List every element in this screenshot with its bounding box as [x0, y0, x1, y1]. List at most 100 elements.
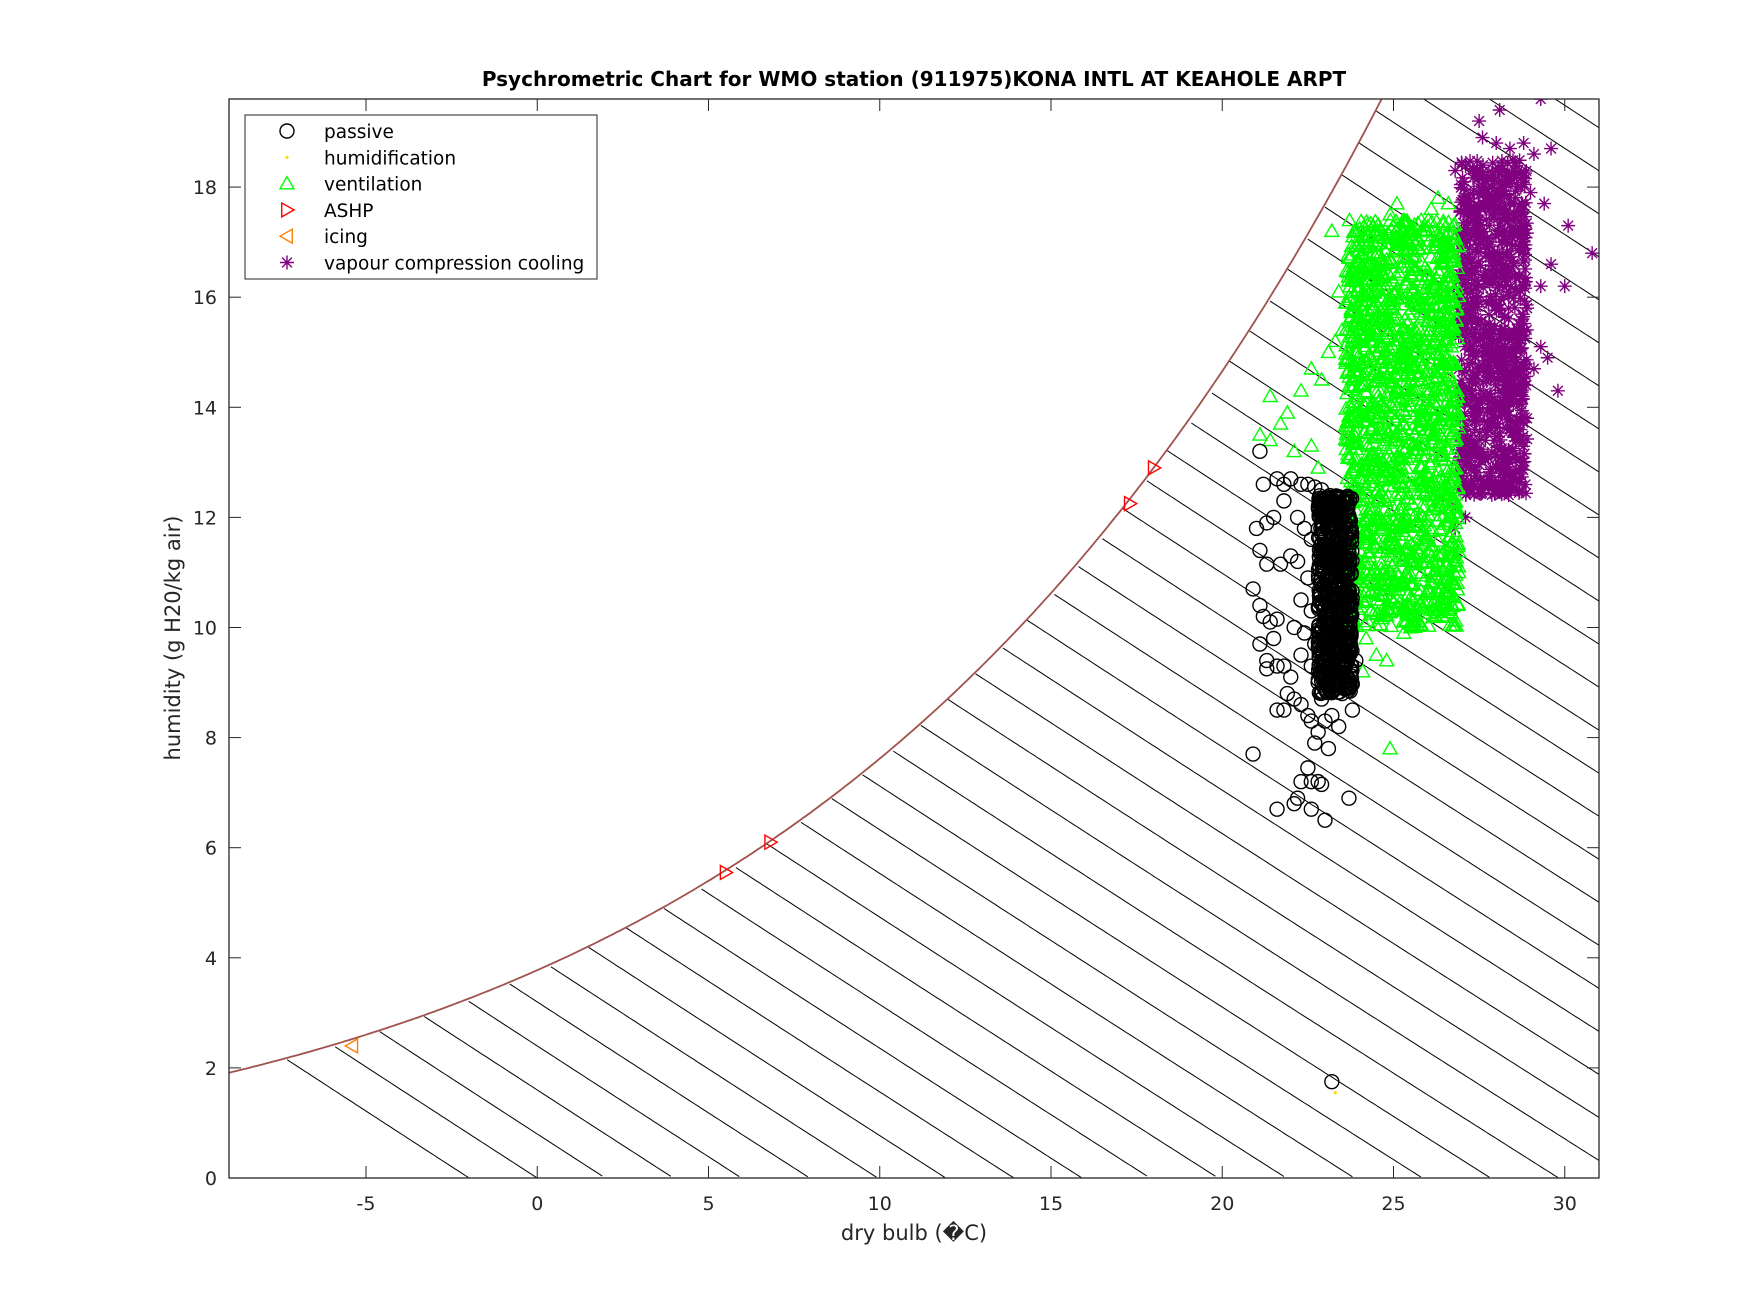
ventilation-point — [1415, 330, 1433, 346]
vapour-compression-cooling-point — [1491, 348, 1506, 363]
vapour-compression-cooling-point — [1463, 347, 1478, 362]
ventilation-point — [1371, 372, 1388, 387]
ventilation-point — [1444, 616, 1461, 632]
ventilation-point — [1368, 483, 1385, 498]
vapour-compression-cooling-point — [1520, 301, 1535, 316]
ventilation-point — [1430, 493, 1447, 509]
enthalpy-line — [379, 1031, 603, 1177]
vapour-compression-cooling-point — [1501, 488, 1516, 503]
series-vapour-compression-cooling — [1448, 99, 1599, 536]
legend-label: ASHP — [324, 201, 373, 222]
ventilation-point — [1406, 444, 1423, 460]
vapour-compression-cooling-point — [1501, 373, 1516, 388]
vapour-compression-cooling-point — [1501, 311, 1516, 326]
vapour-compression-cooling-point — [1486, 396, 1501, 411]
enthalpy-line — [701, 888, 1148, 1177]
ventilation-point — [1450, 237, 1467, 252]
vapour-compression-cooling-point — [1473, 217, 1488, 232]
vapour-compression-cooling-point — [1488, 187, 1503, 202]
ventilation-point — [1330, 283, 1347, 298]
vapour-compression-cooling-point — [1471, 187, 1486, 202]
ventilation-point — [1361, 500, 1378, 515]
vapour-compression-cooling-point — [1481, 480, 1496, 495]
vapour-compression-cooling-point — [1493, 292, 1508, 307]
vapour-compression-cooling-point — [1485, 345, 1500, 360]
vapour-compression-cooling-point — [1509, 412, 1524, 427]
vapour-compression-cooling-point — [1501, 479, 1516, 494]
ventilation-point — [1348, 461, 1365, 476]
ventilation-point — [1439, 600, 1456, 615]
ventilation-point — [1391, 288, 1409, 304]
ventilation-point — [1396, 511, 1414, 526]
ventilation-point — [1377, 421, 1394, 436]
passive-point — [1307, 735, 1323, 751]
ventilation-point — [1412, 252, 1430, 267]
passive-point — [1310, 773, 1326, 790]
enthalpy-line — [550, 966, 877, 1178]
vapour-compression-cooling-point — [1454, 373, 1469, 388]
ventilation-point — [1355, 326, 1373, 341]
ventilation-point — [1421, 322, 1439, 338]
vapour-compression-cooling-point — [1459, 418, 1474, 433]
passive-point — [1265, 630, 1282, 647]
ventilation-point — [1381, 582, 1399, 597]
vapour-compression-cooling-point — [1498, 270, 1513, 285]
enthalpy-line — [920, 724, 1599, 1161]
x-tick-label: 10 — [868, 1193, 892, 1215]
ventilation-point — [1423, 541, 1440, 556]
vapour-compression-cooling-point — [1453, 177, 1468, 192]
passive-point — [1289, 553, 1306, 570]
passive-point — [1276, 702, 1292, 718]
vapour-compression-cooling-point — [1448, 163, 1463, 178]
legend-marker — [281, 201, 296, 219]
ventilation-point — [1425, 430, 1442, 445]
ventilation-point — [1383, 450, 1400, 466]
ventilation-point — [1403, 495, 1421, 510]
vapour-compression-cooling-point — [1483, 319, 1498, 334]
ventilation-point — [1432, 570, 1449, 585]
ventilation-point — [1361, 405, 1378, 420]
vapour-compression-cooling-point — [1511, 317, 1526, 332]
series-ashp — [719, 459, 1163, 881]
vapour-compression-cooling-point — [1509, 158, 1524, 173]
ventilation-point — [1394, 573, 1411, 588]
passive-point — [1293, 647, 1309, 663]
vapour-compression-cooling-point — [1472, 457, 1487, 472]
vapour-compression-cooling-point — [1483, 404, 1498, 419]
vapour-compression-cooling-point — [1456, 323, 1471, 338]
ventilation-point — [1381, 250, 1399, 265]
vapour-compression-cooling-point — [1478, 365, 1493, 380]
vapour-compression-cooling-point — [1471, 392, 1486, 407]
enthalpy-line — [334, 1046, 538, 1178]
vapour-compression-cooling-point — [1482, 477, 1497, 492]
ventilation-point — [1397, 374, 1415, 389]
ventilation-point — [1369, 517, 1387, 532]
ventilation-point — [1386, 501, 1403, 517]
vapour-compression-cooling-point — [1517, 294, 1532, 309]
ventilation-point — [1415, 572, 1433, 587]
ventilation-point — [1363, 602, 1380, 617]
ventilation-point — [1444, 546, 1462, 561]
ventilation-point — [1345, 223, 1363, 238]
ventilation-point — [1344, 464, 1361, 480]
vapour-compression-cooling-point — [1504, 387, 1519, 402]
passive-point — [1318, 581, 1335, 597]
vapour-compression-cooling-point — [1500, 349, 1515, 364]
passive-point — [1248, 520, 1265, 537]
passive-point — [1341, 493, 1358, 510]
vapour-compression-cooling-point — [1502, 141, 1517, 156]
ventilation-point — [1416, 517, 1433, 532]
vapour-compression-cooling-point — [1468, 468, 1483, 483]
ventilation-point — [1368, 383, 1385, 399]
vapour-compression-cooling-point — [1500, 214, 1515, 229]
ventilation-point — [1386, 537, 1403, 553]
ventilation-point — [1309, 459, 1327, 474]
passive-point — [1344, 702, 1361, 718]
ventilation-point — [1365, 299, 1382, 314]
ventilation-point — [1379, 515, 1397, 530]
ventilation-point — [1363, 446, 1380, 462]
passive-point — [1245, 746, 1261, 762]
ventilation-point — [1387, 428, 1404, 443]
enthalpy-line — [663, 908, 1083, 1178]
ventilation-point — [1364, 365, 1381, 380]
